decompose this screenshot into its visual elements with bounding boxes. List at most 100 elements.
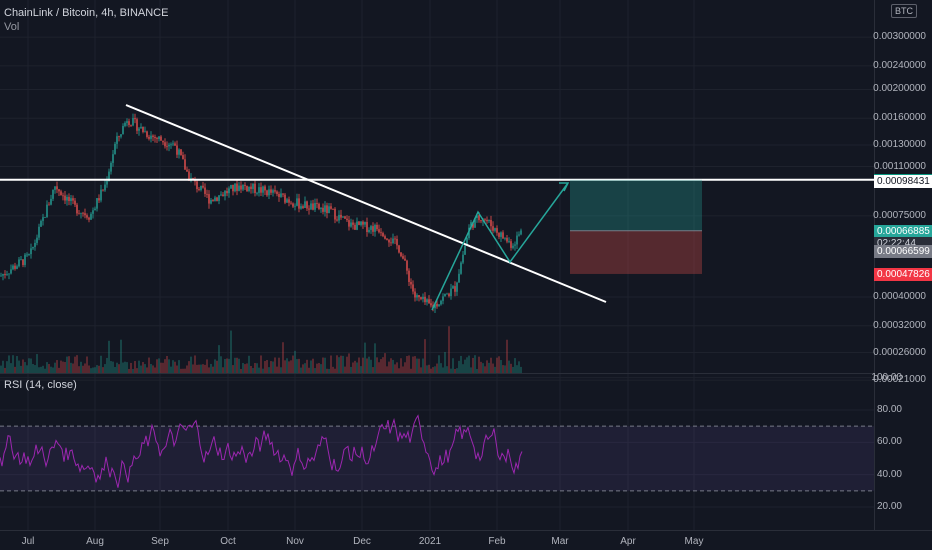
volume-bar	[330, 355, 332, 373]
volume-bar	[444, 351, 446, 373]
volume-bar	[8, 355, 10, 373]
time-axis-label: Apr	[620, 536, 636, 547]
volume-bar	[508, 360, 510, 373]
candle-body	[276, 191, 278, 194]
candle-body	[58, 189, 60, 192]
volume-bar	[214, 359, 216, 373]
candle-body	[406, 260, 408, 271]
candle-body	[240, 185, 242, 190]
volume-bar	[378, 362, 380, 373]
candle-body	[374, 224, 376, 232]
candle-body	[118, 136, 120, 138]
volume-bar	[348, 353, 350, 373]
candle-body	[356, 221, 358, 230]
volume-bar	[318, 363, 320, 373]
candle-body	[262, 186, 264, 193]
volume-bar	[84, 363, 86, 373]
volume-bar	[502, 365, 504, 373]
price-axis-label: 0.00026000	[873, 346, 926, 358]
candle-body	[414, 291, 416, 298]
price-tag[interactable]: 0.00066885	[874, 224, 932, 238]
candle-body	[352, 222, 354, 225]
candle-body	[82, 212, 84, 214]
candle-body	[224, 191, 226, 197]
candle-body	[358, 221, 360, 225]
candle-body	[490, 219, 492, 227]
candle-body	[340, 214, 342, 218]
candle-body	[400, 252, 402, 257]
candle-body	[62, 195, 64, 197]
volume-bar	[0, 365, 2, 373]
price-axis-label: 0.00032000	[873, 319, 926, 331]
price-tag[interactable]: 0.00066599	[874, 245, 932, 259]
chart-legend: ChainLink / Bitcoin, 4h, BINANCE Vol	[4, 6, 168, 34]
volume-bar	[276, 366, 278, 373]
candle-body	[484, 219, 486, 221]
candle-body	[170, 144, 172, 146]
candle-body	[230, 184, 232, 189]
volume-bar	[260, 355, 262, 373]
volume-bar	[520, 366, 522, 373]
candle-body	[486, 219, 488, 222]
price-tag[interactable]: 0.00098431	[874, 174, 932, 188]
rsi-line	[0, 414, 523, 488]
candle-body	[202, 185, 204, 188]
volume-bar	[474, 355, 476, 373]
volume-bar	[462, 364, 464, 373]
candle-body	[338, 214, 340, 221]
price-tag[interactable]: 0.00047826	[874, 267, 932, 281]
candle-body	[4, 274, 6, 276]
candle-body	[84, 213, 86, 216]
candle-body	[288, 199, 290, 203]
time-axis-label: Mar	[551, 536, 569, 547]
candle-body	[66, 196, 68, 201]
candle-body	[386, 238, 388, 240]
candle-body	[14, 265, 16, 269]
volume-bar	[232, 365, 234, 373]
candle-body	[88, 217, 90, 220]
rsi-indicator-label[interactable]: RSI (14, close)	[4, 379, 77, 391]
volume-bar	[170, 366, 172, 373]
volume-bar	[368, 356, 370, 373]
volume-bar	[358, 357, 360, 373]
time-axis-label: 2021	[418, 536, 442, 547]
price-axis-label: 0.00130000	[873, 139, 926, 150]
candle-body	[154, 136, 156, 139]
symbol-title[interactable]: ChainLink / Bitcoin, 4h, BINANCE	[4, 7, 169, 19]
volume-bar	[300, 367, 302, 373]
volume-bar	[264, 361, 266, 373]
volume-bar	[78, 366, 80, 373]
volume-bar	[16, 356, 18, 373]
candle-body	[126, 121, 128, 123]
candle-body	[162, 140, 164, 143]
volume-bar	[382, 357, 384, 373]
candle-body	[120, 134, 122, 137]
volume-indicator-label[interactable]: Vol	[4, 21, 20, 33]
volume-bar	[100, 355, 102, 373]
volume-bar	[324, 357, 326, 373]
candle-body	[110, 162, 112, 172]
volume-bar	[210, 363, 212, 373]
candle-body	[512, 245, 514, 248]
volume-bar	[96, 365, 98, 373]
candle-body	[98, 198, 100, 201]
candle-body	[92, 210, 94, 214]
candle-body	[78, 213, 80, 215]
volume-bar	[356, 362, 358, 373]
candle-body	[496, 228, 498, 233]
volume-bar	[250, 365, 252, 373]
candle-body	[408, 270, 410, 282]
volume-bar	[86, 356, 88, 373]
volume-bar	[448, 326, 450, 373]
candle-body	[26, 254, 28, 256]
candle-body	[32, 246, 34, 249]
candle-body	[492, 226, 494, 231]
candle-body	[96, 198, 98, 209]
volume-bar	[110, 361, 112, 373]
volume-bar	[256, 363, 258, 373]
candle-body	[316, 203, 318, 204]
volume-bar	[174, 361, 176, 373]
currency-badge[interactable]: BTC	[891, 4, 917, 18]
candle-body	[448, 293, 450, 297]
